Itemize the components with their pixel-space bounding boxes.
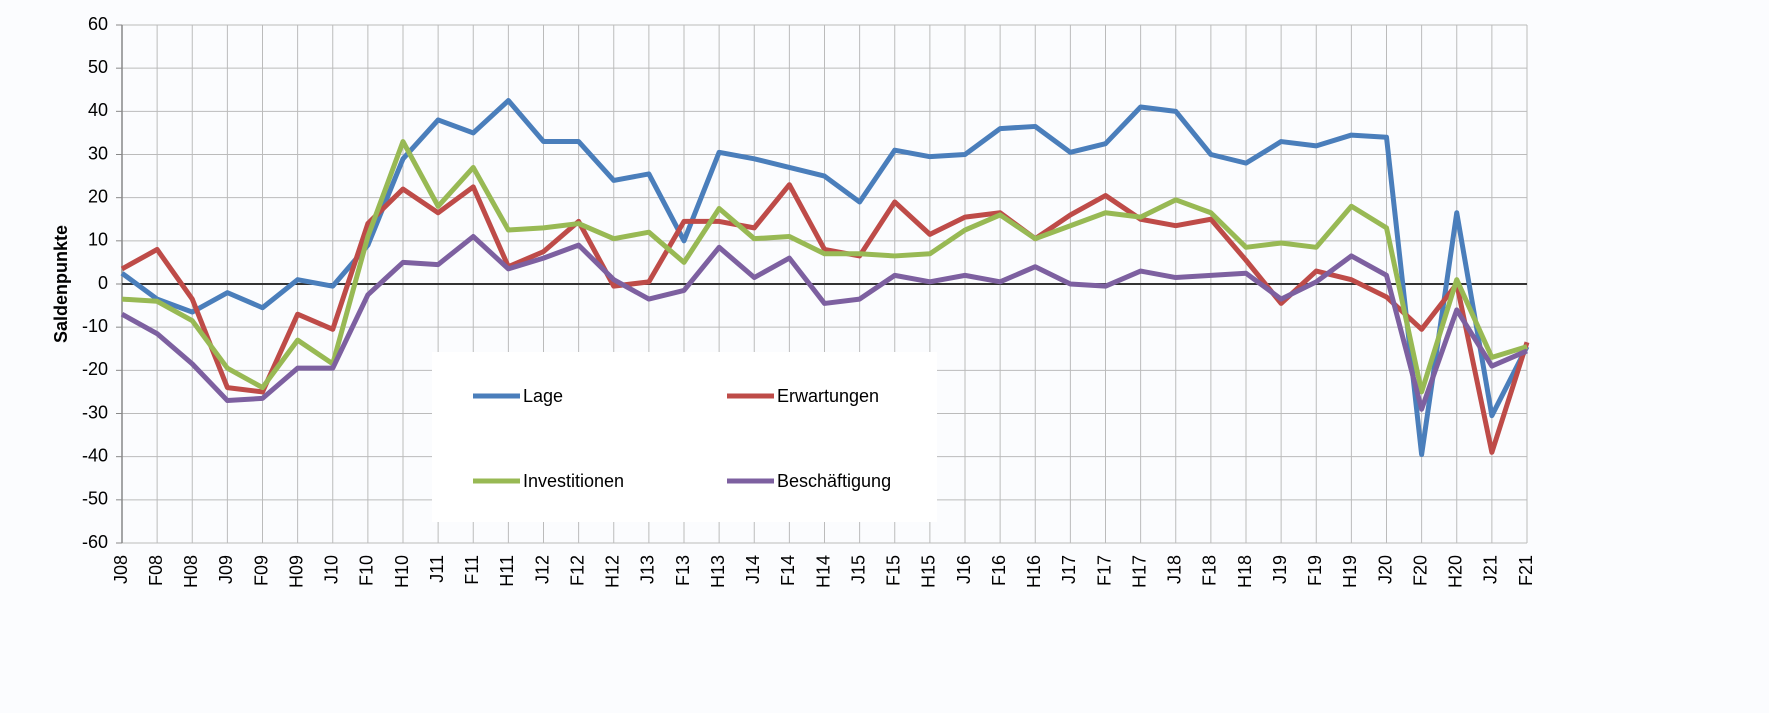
legend-label: Lage bbox=[523, 386, 563, 406]
x-tick-label: J13 bbox=[638, 555, 658, 584]
x-tick-label: J08 bbox=[111, 555, 131, 584]
series-line bbox=[120, 234, 1528, 412]
x-tick-label: F10 bbox=[357, 555, 377, 586]
y-tick-label: 10 bbox=[88, 230, 108, 250]
x-tick-label: J21 bbox=[1481, 555, 1501, 584]
x-tick-label: F11 bbox=[462, 555, 482, 585]
x-tick-label: F20 bbox=[1410, 555, 1430, 586]
x-tick-label: H17 bbox=[1129, 555, 1149, 588]
x-tick-label: F17 bbox=[1094, 555, 1114, 586]
x-tick-label: J20 bbox=[1375, 555, 1395, 584]
x-tick-label: F08 bbox=[146, 555, 166, 586]
y-tick-label: 20 bbox=[88, 186, 108, 206]
y-tick-label: -20 bbox=[82, 359, 108, 379]
x-tick-label: H13 bbox=[708, 555, 728, 588]
series-line bbox=[121, 139, 1528, 395]
y-tick-label: 30 bbox=[88, 143, 108, 163]
x-tick-label: H08 bbox=[181, 555, 201, 588]
x-tick-label: F12 bbox=[567, 555, 587, 586]
y-tick-label: -40 bbox=[82, 445, 108, 465]
x-tick-label: H12 bbox=[603, 555, 623, 588]
x-tick-label: H20 bbox=[1446, 555, 1466, 588]
x-tick-label: H16 bbox=[1024, 555, 1044, 588]
y-axis-label: Saldenpunkte bbox=[51, 225, 71, 343]
x-tick-label: J10 bbox=[322, 555, 342, 584]
y-tick-label: 40 bbox=[88, 100, 108, 120]
legend-label: Beschäftigung bbox=[777, 471, 891, 491]
x-tick-label: F18 bbox=[1200, 555, 1220, 586]
legend-label: Investitionen bbox=[523, 471, 624, 491]
x-tick-label: F21 bbox=[1516, 555, 1536, 586]
y-tick-label: -60 bbox=[82, 532, 108, 552]
x-tick-label: J12 bbox=[532, 555, 552, 584]
y-tick-label: 50 bbox=[88, 57, 108, 77]
x-tick-label: H14 bbox=[813, 555, 833, 588]
x-tick-label: J11 bbox=[427, 555, 447, 583]
y-tick-label: 60 bbox=[88, 14, 108, 34]
x-tick-label: F15 bbox=[884, 555, 904, 586]
x-tick-label: H09 bbox=[286, 555, 306, 588]
y-tick-label: -30 bbox=[82, 402, 108, 422]
x-tick-label: H11 bbox=[497, 555, 517, 587]
x-tick-label: F16 bbox=[989, 555, 1009, 586]
x-tick-label: F13 bbox=[673, 555, 693, 586]
x-tick-label: H18 bbox=[1235, 555, 1255, 588]
x-tick-label: J19 bbox=[1270, 555, 1290, 584]
x-tick-label: H15 bbox=[919, 555, 939, 588]
y-tick-label: -10 bbox=[82, 316, 108, 336]
x-tick-label: F14 bbox=[778, 555, 798, 586]
x-tick-label: H19 bbox=[1340, 555, 1360, 588]
legend-box bbox=[432, 352, 937, 522]
x-tick-label: J14 bbox=[743, 555, 763, 584]
x-tick-label: J18 bbox=[1165, 555, 1185, 584]
x-tick-label: J17 bbox=[1059, 555, 1079, 584]
x-tick-label: J09 bbox=[216, 555, 236, 584]
legend-label: Erwartungen bbox=[777, 386, 879, 406]
x-tick-label: H10 bbox=[392, 555, 412, 588]
x-tick-label: J15 bbox=[848, 555, 868, 584]
x-tick-label: F09 bbox=[251, 555, 271, 586]
x-tick-label: J16 bbox=[954, 555, 974, 584]
y-tick-label: -50 bbox=[82, 489, 108, 509]
x-tick-label: F19 bbox=[1305, 555, 1325, 586]
y-tick-label: 0 bbox=[98, 273, 108, 293]
